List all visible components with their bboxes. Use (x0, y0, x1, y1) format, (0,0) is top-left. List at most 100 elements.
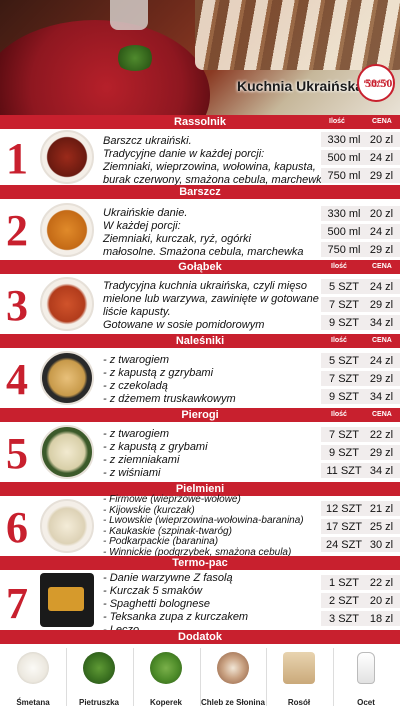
portion-size: 7 SZT (329, 373, 359, 385)
description-line: liście kapusty. (103, 306, 171, 318)
addon-ocet[interactable]: Ocet (333, 644, 399, 711)
price: 29 zl (369, 447, 394, 459)
item-description: - Firmowe (wieprzowe-wołowe) - Kijowskie… (103, 494, 304, 558)
price-row[interactable]: 5 SZT 24 zl (321, 278, 400, 294)
portion-size: 9 SZT (329, 317, 359, 329)
divider (66, 648, 67, 706)
menu-item-golabek[interactable]: 3 Tradycyjna kuchnia ukraińska, czyli mi… (0, 274, 400, 334)
portion-size: 500 ml (327, 226, 361, 238)
item-number: 2 (6, 206, 28, 255)
price-row[interactable]: 330 ml 20 zl (321, 205, 400, 221)
portion-size: 24 SZT (325, 539, 363, 551)
price: 18 zl (369, 613, 394, 625)
price: 20 zl (369, 595, 394, 607)
section-header-nalesniki: Naleśniki Ilość CENA (0, 334, 400, 348)
price-row[interactable]: 330 ml 20 zl (321, 131, 400, 147)
header-banner: Kuchnia Ukraińska EAT & WALK 50/50 KITCH… (0, 0, 400, 115)
menu-item-barszcz[interactable]: 2 Ukraińskie danie. W każdej porcji: Zie… (0, 199, 400, 260)
description-line: Gotowane w sosie pomidorowym (103, 319, 265, 331)
nalesniki-dish-photo (40, 351, 94, 405)
price-row[interactable]: 5 SZT 24 zl (321, 352, 400, 368)
section-title: Pielmieni (175, 483, 225, 495)
addon-label: Pietruszka (78, 698, 120, 707)
price-row[interactable]: 9 SZT 34 zl (321, 314, 400, 330)
price-row[interactable]: 2 SZT 20 zl (321, 592, 400, 608)
addon-pietruszka[interactable]: Pietruszka (66, 644, 132, 711)
item-number: 3 (6, 281, 28, 330)
price: 34 zl (369, 317, 394, 329)
price-row[interactable]: 7 SZT 22 zl (321, 426, 400, 442)
qty-header: Ilość (329, 118, 345, 125)
logo-number: 50/50 (365, 75, 393, 90)
description-line: Ziemniaki, wieprzowina, wołowina, kapust… (103, 161, 316, 173)
item-number: 6 (6, 503, 28, 552)
glass-photo (110, 0, 148, 30)
description-line: - z wiśniami (103, 467, 161, 479)
price-row[interactable]: 3 SZT 18 zl (321, 610, 400, 626)
price-header: CENA (372, 411, 392, 418)
item-number: 5 (6, 429, 28, 478)
price-row[interactable]: 500 ml 24 zl (321, 149, 400, 165)
portion-size: 330 ml (327, 134, 361, 146)
dill-garnish (115, 45, 155, 71)
menu-item-nalesniki[interactable]: 4 - z twarogiem - z kapustą z gzrybami -… (0, 348, 400, 408)
description-line: - Podkarpackie (baranina) (103, 536, 219, 547)
item-description: - z twarogiem - z kapustą z grybami - z … (103, 428, 208, 480)
description-line: małosolne. Smażona cebula, marchewka (103, 246, 304, 258)
section-header-pielmieni: Pielmieni (0, 482, 400, 496)
price-header: CENA (372, 337, 392, 344)
price-row[interactable]: 1 SZT 22 zl (321, 574, 400, 590)
section-header-barszcz: Barszcz (0, 185, 400, 199)
addon-smetana[interactable]: Śmetana (0, 644, 66, 711)
price-row[interactable]: 11 SZT 34 zl (321, 462, 400, 478)
price-row[interactable]: 7 SZT 29 zl (321, 370, 400, 386)
sour-cream-photo (17, 652, 49, 684)
portion-size: 9 SZT (329, 447, 359, 459)
price-row[interactable]: 500 ml 24 zl (321, 223, 400, 239)
menu-item-rassolnik[interactable]: 1 Barszcz ukraiński. Tradycyjne danie w … (0, 129, 400, 186)
termo-pac-dish-photo (40, 573, 94, 627)
pierogi-dish-photo (40, 425, 94, 479)
price-row[interactable]: 7 SZT 29 zl (321, 296, 400, 312)
description-line: - Lwowskie (wieprzowina-wołowina-baranin… (103, 515, 304, 526)
addon-label: Śmetana (16, 698, 50, 707)
section-title: Dodatok (178, 631, 222, 643)
vinegar-bottle-photo (357, 652, 375, 684)
menu-item-termo-pac[interactable]: 7 - Danie warzywne Z fasolą - Kurczak 5 … (0, 570, 400, 636)
price-header: CENA (372, 263, 392, 270)
description-line: mielone lub warzywa, zawinięte w gotowan… (103, 293, 319, 305)
description-line: - z dżemem truskawkowym (103, 393, 236, 405)
price-row[interactable]: 9 SZT 34 zl (321, 388, 400, 404)
price-row[interactable]: 17 SZT 25 zl (321, 518, 400, 534)
portion-size: 7 SZT (329, 429, 359, 441)
price: 30 zl (369, 539, 394, 551)
item-number: 7 (6, 579, 28, 628)
addon-chleb-ze-slonina[interactable]: Chleb ze Słonina (200, 644, 266, 711)
addon-label: Ocet (357, 698, 375, 707)
addon-rosol[interactable]: Rosół (266, 644, 332, 711)
addon-koperek[interactable]: Koperek (133, 644, 199, 711)
price-row[interactable]: 750 ml 29 zl (321, 241, 400, 257)
menu-item-pierogi[interactable]: 5 - z twarogiem - z kapustą z grybami - … (0, 422, 400, 482)
divider (333, 648, 334, 706)
price: 24 zl (369, 281, 394, 293)
portion-size: 3 SZT (329, 613, 359, 625)
bread-with-lard-photo (217, 652, 249, 684)
section-header-rassolnik: Rassolnik Ilość CENA (0, 115, 400, 129)
menu-item-pielmieni[interactable]: 6 - Firmowe (wieprzowe-wołowe) - Kijowsk… (0, 494, 400, 558)
price-row[interactable]: 9 SZT 29 zl (321, 444, 400, 460)
portion-size: 17 SZT (325, 521, 363, 533)
description-line: - Winnickie (podgrzybek, smażona cebula) (103, 546, 292, 558)
description-line: - z twarogiem (103, 428, 170, 440)
price-row[interactable]: 750 ml 29 zl (321, 167, 400, 183)
price-header: CENA (372, 118, 392, 125)
qty-header: Ilość (331, 411, 347, 418)
pielmieni-dish-photo (40, 499, 94, 553)
broth-cup-photo (283, 652, 315, 684)
price: 29 zl (369, 373, 394, 385)
price-row[interactable]: 12 SZT 21 zl (321, 500, 400, 516)
price: 22 zl (369, 577, 394, 589)
price-row[interactable]: 24 SZT 30 zl (321, 536, 400, 552)
price: 22 zl (369, 429, 394, 441)
portion-size: 7 SZT (329, 299, 359, 311)
